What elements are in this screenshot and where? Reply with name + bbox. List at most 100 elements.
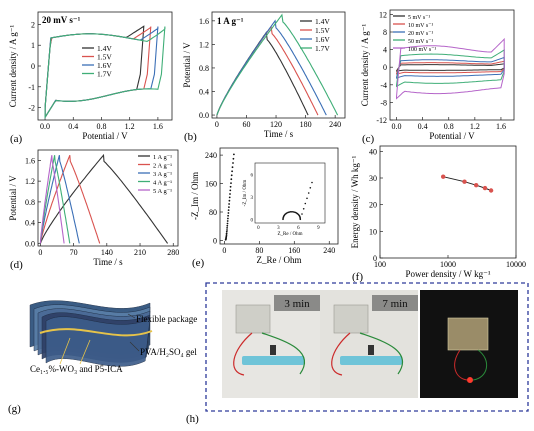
x-tick-label: 0.8 [444, 122, 454, 131]
cv-curve [396, 63, 505, 72]
chart-5: 100 1000 10000 0 10 20 30 40 Power density / W k… [350, 145, 526, 283]
photo-panel: 3 min 7 min (h) [186, 282, 529, 425]
x-tick-label: 140 [101, 248, 113, 257]
x-tick-label: 0.4 [68, 122, 78, 131]
ragone-point [488, 188, 494, 193]
y-tick-label: 0.8 [199, 64, 209, 73]
y-axis-label: -Z_Im / Ohm [190, 172, 200, 220]
y-tick-label: -2 [28, 104, 35, 113]
inset-point [306, 197, 308, 200]
nyquist-point [226, 229, 228, 231]
nyquist-point [225, 235, 228, 238]
wire-green [261, 332, 306, 375]
panel-label: (a) [10, 133, 23, 145]
x-tick-label: 0.0 [392, 122, 402, 131]
inset-y-label: -Z_Im / Ohm [243, 180, 248, 207]
panel-label: (c) [362, 133, 375, 145]
y-tick-label: 12 [379, 10, 387, 19]
inset-point [292, 211, 294, 213]
x-tick-label: 80 [255, 246, 263, 255]
x-tick-label: 1.2 [470, 122, 480, 131]
legend-entry: 50 mV s⁻¹ [408, 39, 433, 45]
nyquist-point [228, 203, 231, 205]
inset-point [289, 211, 292, 213]
timer-label: 7 min [382, 298, 408, 310]
x-tick-label: 0 [38, 248, 42, 257]
legend-entry: 100 mV s⁻¹ [408, 47, 436, 53]
legend-entry: 5 mV s⁻¹ [408, 15, 430, 21]
legend-entry: 1.6V [97, 61, 112, 70]
wire-green [472, 349, 488, 381]
nyquist-point [232, 162, 234, 164]
cv-curve [396, 48, 505, 88]
led [270, 345, 276, 355]
chart-3: 0 70 140 210 280 0.0 0.4 0.8 1.2 1.6 Time / s Poten… [8, 149, 179, 271]
y-tick-label: 1.6 [199, 17, 209, 26]
nyquist-point [228, 199, 231, 202]
legend-entry: 20 mV s⁻¹ [408, 31, 433, 37]
leader-line [79, 339, 91, 365]
nyquist-point [225, 234, 228, 237]
legend-entry: 10 mV s⁻¹ [408, 23, 433, 29]
photo-frame [205, 282, 529, 412]
nyquist-point [225, 230, 228, 233]
gcd-curve [39, 155, 71, 244]
y-tick-label: 0.8 [25, 198, 35, 207]
chart-4: 0 80 160 240 0 80 160 240 Z_Re / Ohm -Z_Im / Ohm (… [190, 147, 339, 269]
x-tick-label: 0.4 [418, 122, 428, 131]
gcd-curve [216, 13, 339, 116]
leader-line [59, 337, 71, 365]
y-tick-label: 30 [369, 174, 377, 183]
y-tick-label: 20 [369, 201, 377, 210]
nyquist-point [226, 224, 229, 227]
y-tick-label: -1 [28, 83, 35, 92]
plot-frame [37, 149, 179, 247]
legend-entry: 1.4V [97, 44, 112, 53]
inset-point [302, 208, 305, 210]
x-axis-label: Potential / V [82, 131, 128, 141]
panel-label: (g) [8, 403, 21, 415]
inset-point [293, 211, 295, 213]
nyquist-point [226, 220, 229, 222]
nyquist-point [225, 232, 228, 235]
nyquist-point [227, 217, 229, 220]
cv-curve [44, 25, 145, 120]
inset-x-tick-label: 9 [317, 226, 320, 231]
y-tick-label: 10 [369, 227, 377, 236]
x-tick-label: 1.2 [125, 122, 135, 131]
wire-red [331, 332, 351, 376]
y-tick-label: 0.4 [25, 219, 35, 228]
nyquist-point [227, 209, 230, 212]
y-tick-label: 160 [205, 180, 217, 189]
y-tick-label: 2 [31, 20, 35, 29]
device-pouch [235, 304, 271, 334]
inset-point [299, 218, 302, 221]
plot-frame [389, 9, 515, 121]
gcd-curve [39, 155, 80, 244]
annotation: 20 mV s⁻¹ [42, 15, 81, 25]
inset-y-tick-label: 0 [251, 218, 254, 223]
ragone-point [474, 183, 479, 188]
chart-2: 0.0 0.4 0.8 1.2 1.6 -12 -8 -4 0 4 8 12 Potential / V… [360, 9, 515, 145]
x-axis-label: Z_Re / Ohm [257, 255, 302, 265]
led [368, 345, 374, 355]
timer-label-bg [372, 295, 418, 311]
nyquist-point [231, 170, 234, 173]
x-tick-label: 100 [374, 260, 386, 269]
y-tick-label: 0 [213, 236, 217, 245]
x-tick-label: 1.6 [153, 122, 163, 131]
legend-entry: 1.6V [315, 35, 330, 44]
y-axis-label: Potential / V [182, 42, 192, 88]
gcd-curve [216, 19, 327, 116]
cv-curve [396, 60, 505, 75]
y-tick-label: -8 [380, 98, 387, 107]
inset-x-tick-label: 6 [297, 226, 300, 231]
x-tick-label: 1.6 [496, 122, 506, 131]
legend-entry: 3 A g⁻¹ [153, 171, 172, 178]
y-tick-label: 8 [383, 28, 387, 37]
x-axis-label: Time / s [264, 129, 294, 139]
x-tick-label: 60 [242, 120, 250, 129]
y-tick-label: 40 [369, 147, 377, 156]
electrode-layer [39, 328, 153, 337]
legend-entry: 1.5V [315, 26, 330, 35]
